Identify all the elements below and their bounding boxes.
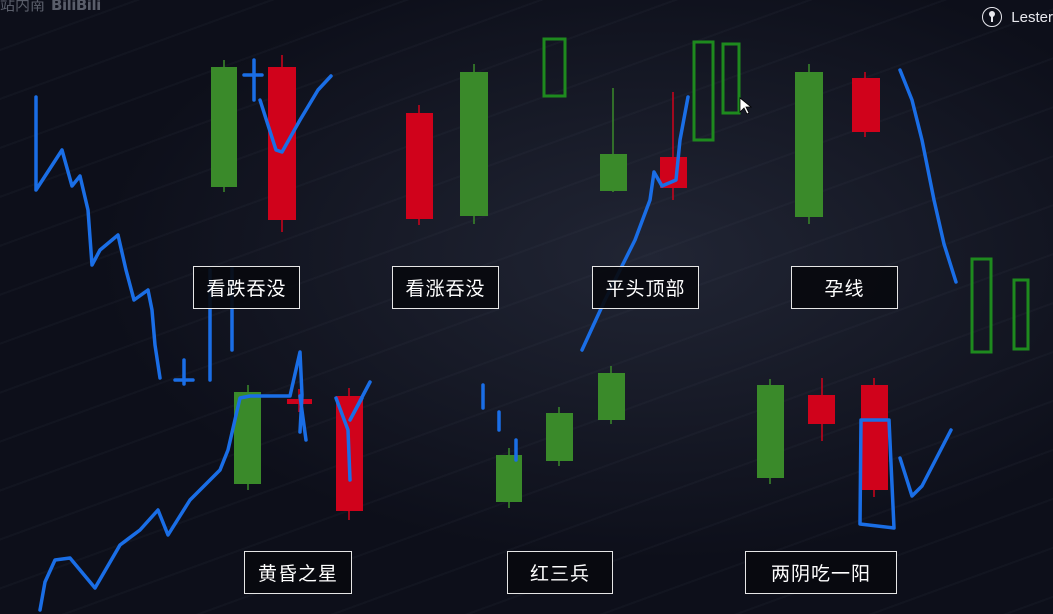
label-bearish-engulfing: 看跌吞没: [193, 266, 300, 309]
label-two-yin-one-yang: 两阴吃一阳: [745, 551, 897, 594]
label-text: 黄昏之星: [257, 563, 338, 585]
three-soldiers-candles: [496, 366, 625, 508]
pen-stroke: [580, 95, 690, 352]
keyhole-icon: [982, 7, 1003, 27]
label-text: 红三兵: [529, 563, 590, 585]
flat-top-candles: [600, 88, 687, 200]
bullish-candle: [757, 385, 784, 478]
bearish-candle: [406, 113, 433, 219]
pen-stroke: [34, 95, 162, 380]
bullish-candle: [546, 413, 573, 461]
watermark-logo: BiliBili: [51, 0, 101, 14]
bullish-candle: [600, 154, 627, 191]
bullish-candle: [795, 72, 823, 217]
pen-stroke: [242, 58, 264, 102]
pen-stroke: [173, 358, 195, 386]
bearish-candle: [808, 395, 835, 424]
pen-stroke: [258, 74, 333, 154]
user-badge[interactable]: Lester: [982, 4, 1053, 30]
pen-stroke: [898, 68, 958, 284]
label-three-soldiers: 红三兵: [507, 551, 613, 594]
evening-star-candles: [234, 385, 363, 520]
label-text: 孕线: [824, 278, 865, 300]
drawn-candle: [692, 40, 715, 142]
label-text: 看跌吞没: [206, 278, 287, 300]
username: Lester: [1011, 8, 1053, 26]
bearish-candle: [861, 385, 888, 490]
drawn-candle: [1012, 278, 1030, 351]
blue-pen-annotations: [34, 58, 958, 612]
bullish-candle: [598, 373, 625, 420]
pen-stroke: [858, 418, 896, 530]
label-evening-star: 黄昏之星: [244, 551, 352, 594]
bullish-candle: [211, 67, 237, 187]
drawn-candle: [970, 257, 993, 354]
mouse-cursor-icon: [739, 97, 753, 115]
label-text: 看涨吞没: [405, 278, 486, 300]
bullish-engulfing-candles: [406, 64, 488, 225]
label-harami: 孕线: [791, 266, 898, 309]
bearish-candle: [852, 78, 880, 132]
hand-drawn-green-candles: [542, 37, 1030, 354]
label-text: 平头顶部: [605, 278, 686, 300]
harami-candles: [795, 64, 880, 224]
watermark-text: 站内南: [0, 0, 46, 14]
two-yin-one-yang-candles: [757, 378, 888, 497]
pen-stroke: [38, 350, 308, 612]
pen-stroke: [898, 428, 953, 498]
bullish-candle: [496, 455, 522, 502]
drawn-candle: [542, 37, 567, 98]
drawn-candle: [721, 42, 741, 115]
bullish-candle: [460, 72, 488, 216]
label-bullish-engulfing: 看涨吞没: [392, 266, 499, 309]
bearish-engulfing-candles: [211, 55, 296, 232]
label-flat-top: 平头顶部: [592, 266, 699, 309]
pen-stroke: [481, 383, 518, 462]
watermark: 站内南 BiliBili: [0, 0, 101, 15]
pen-stroke: [334, 380, 372, 482]
label-text: 两阴吃一阳: [770, 563, 871, 585]
